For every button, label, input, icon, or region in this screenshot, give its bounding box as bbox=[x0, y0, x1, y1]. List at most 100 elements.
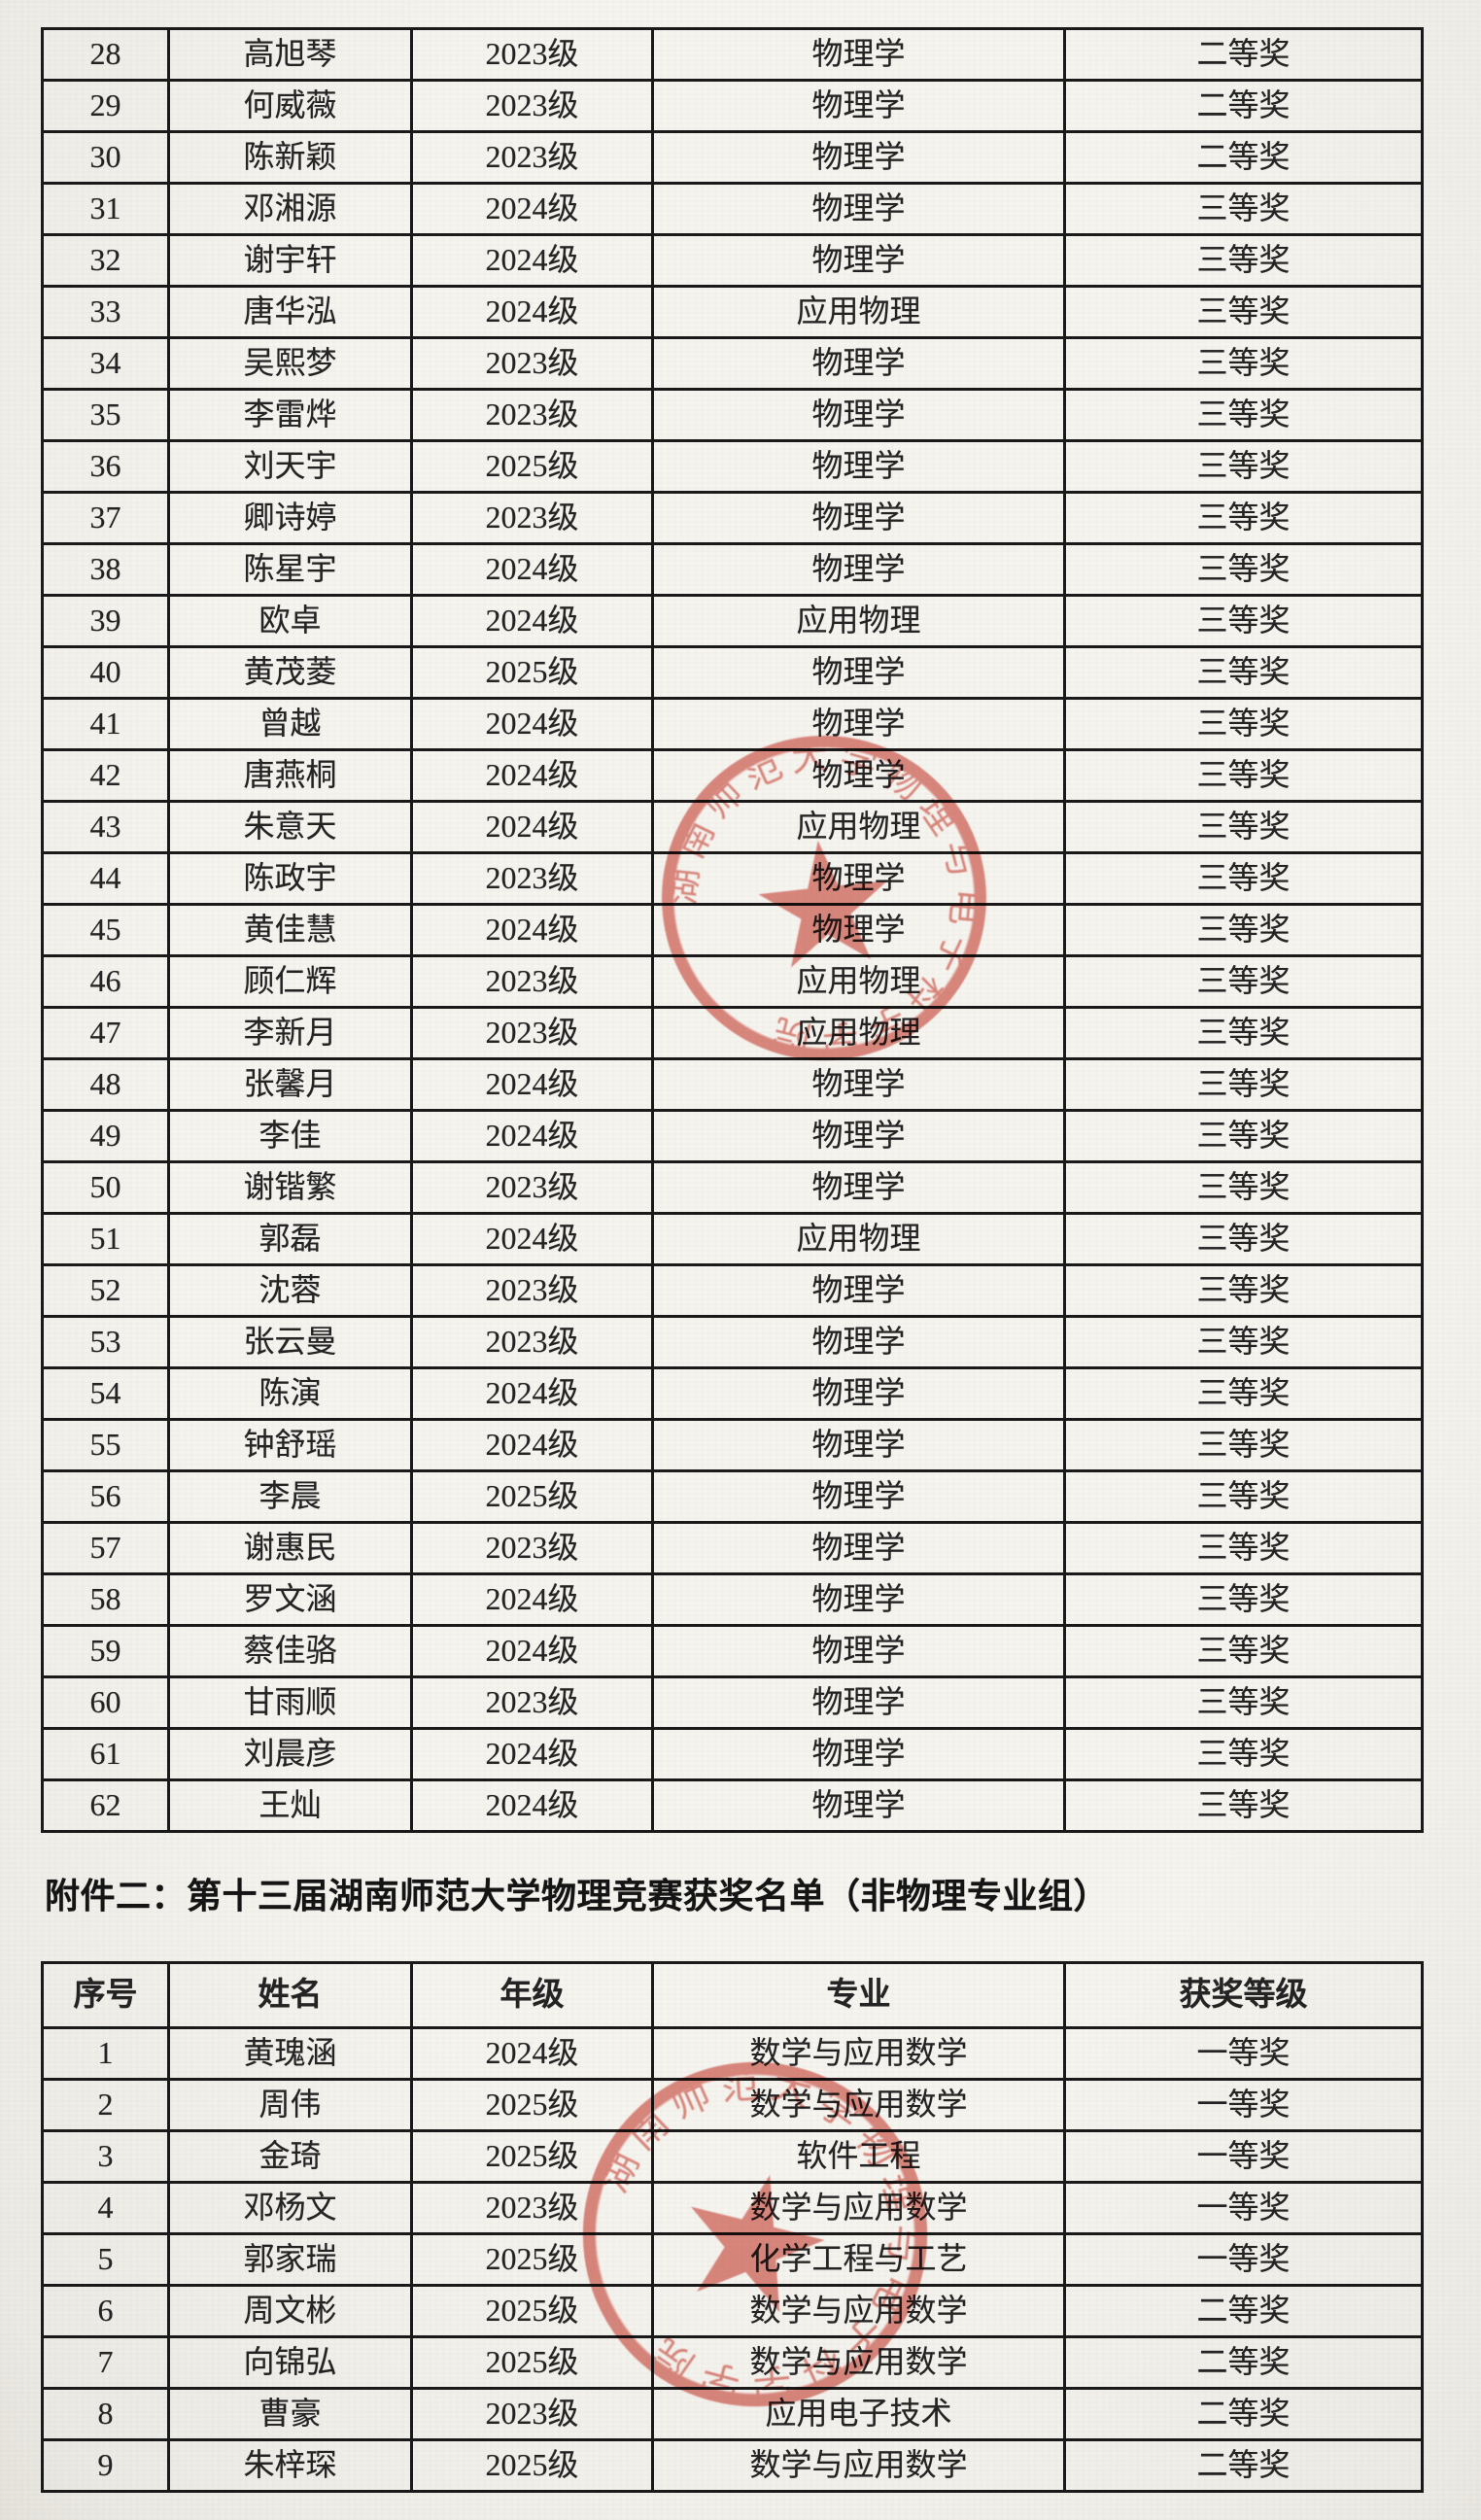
table-cell: 一等奖 bbox=[1063, 2026, 1424, 2081]
physics-majors-award-table-body: 28 高旭琴 2023级 物理学 二等奖 29 何威薇 2023级 物理学 二等奖 30 陈新颖 202… bbox=[41, 27, 1424, 1833]
table-row: 54 陈演 2024级 物理学 三等奖 bbox=[41, 1366, 1424, 1421]
table-cell: 29 bbox=[41, 79, 170, 133]
table-cell: 物理学 bbox=[651, 1109, 1066, 1163]
table-cell: 36 bbox=[41, 439, 170, 494]
table-cell: 物理学 bbox=[651, 1727, 1066, 1781]
table-cell: 60 bbox=[41, 1675, 170, 1730]
non-physics-majors-award-table: 序号 姓名 年级 专业 获奖等级 1 黄瑰涵 2024级 数学与应用数学 一等奖 2 周伟 2025级… bbox=[41, 1961, 1424, 2493]
table-cell: 陈演 bbox=[167, 1366, 413, 1421]
table-cell: 2023级 bbox=[410, 1521, 654, 1575]
table-cell: 2025级 bbox=[410, 2284, 654, 2338]
table-cell: 物理学 bbox=[651, 1572, 1066, 1627]
table-cell: 32 bbox=[41, 233, 170, 288]
table-cell: 物理学 bbox=[651, 491, 1066, 545]
table-cell: 二等奖 bbox=[1063, 2438, 1424, 2493]
table-cell: 物理学 bbox=[651, 27, 1066, 82]
table-cell: 2024级 bbox=[410, 182, 654, 236]
table-cell: 2023级 bbox=[410, 954, 654, 1009]
table-row: 8 曹豪 2023级 应用电子技术 二等奖 bbox=[41, 2387, 1424, 2441]
table-cell: 三等奖 bbox=[1063, 182, 1424, 236]
table-cell: 刘天宇 bbox=[167, 439, 413, 494]
table-row: 44 陈政宇 2023级 物理学 三等奖 bbox=[41, 851, 1424, 906]
table-cell: 2023级 bbox=[410, 388, 654, 442]
table-cell: 41 bbox=[41, 697, 170, 751]
non-physics-table-head: 序号 姓名 年级 专业 获奖等级 bbox=[41, 1961, 1424, 2029]
table-cell: 物理学 bbox=[651, 79, 1066, 133]
table-row: 48 张馨月 2024级 物理学 三等奖 bbox=[41, 1057, 1424, 1112]
table-cell: 37 bbox=[41, 491, 170, 545]
table-cell: 三等奖 bbox=[1063, 439, 1424, 494]
table-row: 49 李佳 2024级 物理学 三等奖 bbox=[41, 1109, 1424, 1163]
table-cell: 三等奖 bbox=[1063, 1109, 1424, 1163]
table-cell: 蔡佳骆 bbox=[167, 1624, 413, 1678]
table-cell: 吴熙梦 bbox=[167, 336, 413, 391]
table-cell: 2025级 bbox=[410, 2129, 654, 2184]
table-cell: 物理学 bbox=[651, 130, 1066, 185]
table-cell: 2025级 bbox=[410, 2335, 654, 2390]
table-cell: 三等奖 bbox=[1063, 1778, 1424, 1833]
table-row: 61 刘晨彦 2024级 物理学 三等奖 bbox=[41, 1727, 1424, 1781]
table-cell: 朱梓琛 bbox=[167, 2438, 413, 2493]
non-physics-majors-award-table-body: 1 黄瑰涵 2024级 数学与应用数学 一等奖 2 周伟 2025级 数学与应用数学 一等奖 3 金琦… bbox=[41, 2026, 1424, 2493]
table-cell: 2024级 bbox=[410, 1624, 654, 1678]
table-row: 2 周伟 2025级 数学与应用数学 一等奖 bbox=[41, 2078, 1424, 2132]
table-row: 42 唐燕桐 2024级 物理学 三等奖 bbox=[41, 748, 1424, 803]
table-cell: 三等奖 bbox=[1063, 748, 1424, 803]
table-cell: 数学与应用数学 bbox=[651, 2438, 1066, 2493]
table-cell: 二等奖 bbox=[1063, 27, 1424, 82]
table-cell: 三等奖 bbox=[1063, 1469, 1424, 1524]
table-cell: 31 bbox=[41, 182, 170, 236]
table-cell: 2024级 bbox=[410, 542, 654, 597]
table-cell: 三等奖 bbox=[1063, 1366, 1424, 1421]
table-cell: 高旭琴 bbox=[167, 27, 413, 82]
table-cell: 数学与应用数学 bbox=[651, 2026, 1066, 2081]
table-row: 59 蔡佳骆 2024级 物理学 三等奖 bbox=[41, 1624, 1424, 1678]
table-cell: 三等奖 bbox=[1063, 542, 1424, 597]
table-cell: 三等奖 bbox=[1063, 851, 1424, 906]
table-cell: 三等奖 bbox=[1063, 1057, 1424, 1112]
table-cell: 沈蓉 bbox=[167, 1263, 413, 1318]
table-cell: 2025级 bbox=[410, 439, 654, 494]
table-cell: 物理学 bbox=[651, 1315, 1066, 1369]
column-header: 专业 bbox=[651, 1961, 1066, 2029]
table-cell: 刘晨彦 bbox=[167, 1727, 413, 1781]
table-cell: 三等奖 bbox=[1063, 336, 1424, 391]
table-cell: 李新月 bbox=[167, 1006, 413, 1060]
table-cell: 物理学 bbox=[651, 748, 1066, 803]
table-cell: 三等奖 bbox=[1063, 233, 1424, 288]
table-cell: 2023级 bbox=[410, 336, 654, 391]
table-cell: 朱意天 bbox=[167, 800, 413, 854]
table-cell: 顾仁辉 bbox=[167, 954, 413, 1009]
table-row: 34 吴熙梦 2023级 物理学 三等奖 bbox=[41, 336, 1424, 391]
table-cell: 应用物理 bbox=[651, 800, 1066, 854]
table-cell: 三等奖 bbox=[1063, 1160, 1424, 1215]
table-cell: 物理学 bbox=[651, 1675, 1066, 1730]
table-cell: 2023级 bbox=[410, 79, 654, 133]
table-cell: 46 bbox=[41, 954, 170, 1009]
table-cell: 54 bbox=[41, 1366, 170, 1421]
table-cell: 2023级 bbox=[410, 2387, 654, 2441]
table-cell: 唐华泓 bbox=[167, 285, 413, 339]
table-cell: 欧卓 bbox=[167, 594, 413, 648]
table-cell: 6 bbox=[41, 2284, 170, 2338]
table-cell: 李佳 bbox=[167, 1109, 413, 1163]
table-cell: 黄茂菱 bbox=[167, 645, 413, 700]
table-cell: 应用物理 bbox=[651, 1212, 1066, 1266]
table-cell: 陈星宇 bbox=[167, 542, 413, 597]
table-cell: 2023级 bbox=[410, 130, 654, 185]
table-cell: 2024级 bbox=[410, 285, 654, 339]
table-cell: 向锦弘 bbox=[167, 2335, 413, 2390]
table-cell: 物理学 bbox=[651, 336, 1066, 391]
table-cell: 4 bbox=[41, 2181, 170, 2235]
table-cell: 2024级 bbox=[410, 903, 654, 957]
table-cell: 59 bbox=[41, 1624, 170, 1678]
table-cell: 56 bbox=[41, 1469, 170, 1524]
table-cell: 39 bbox=[41, 594, 170, 648]
table-cell: 卿诗婷 bbox=[167, 491, 413, 545]
table-row: 52 沈蓉 2023级 物理学 三等奖 bbox=[41, 1263, 1424, 1318]
table-cell: 应用电子技术 bbox=[651, 2387, 1066, 2441]
table-cell: 一等奖 bbox=[1063, 2232, 1424, 2287]
table-cell: 物理学 bbox=[651, 851, 1066, 906]
table-cell: 应用物理 bbox=[651, 285, 1066, 339]
table-cell: 38 bbox=[41, 542, 170, 597]
